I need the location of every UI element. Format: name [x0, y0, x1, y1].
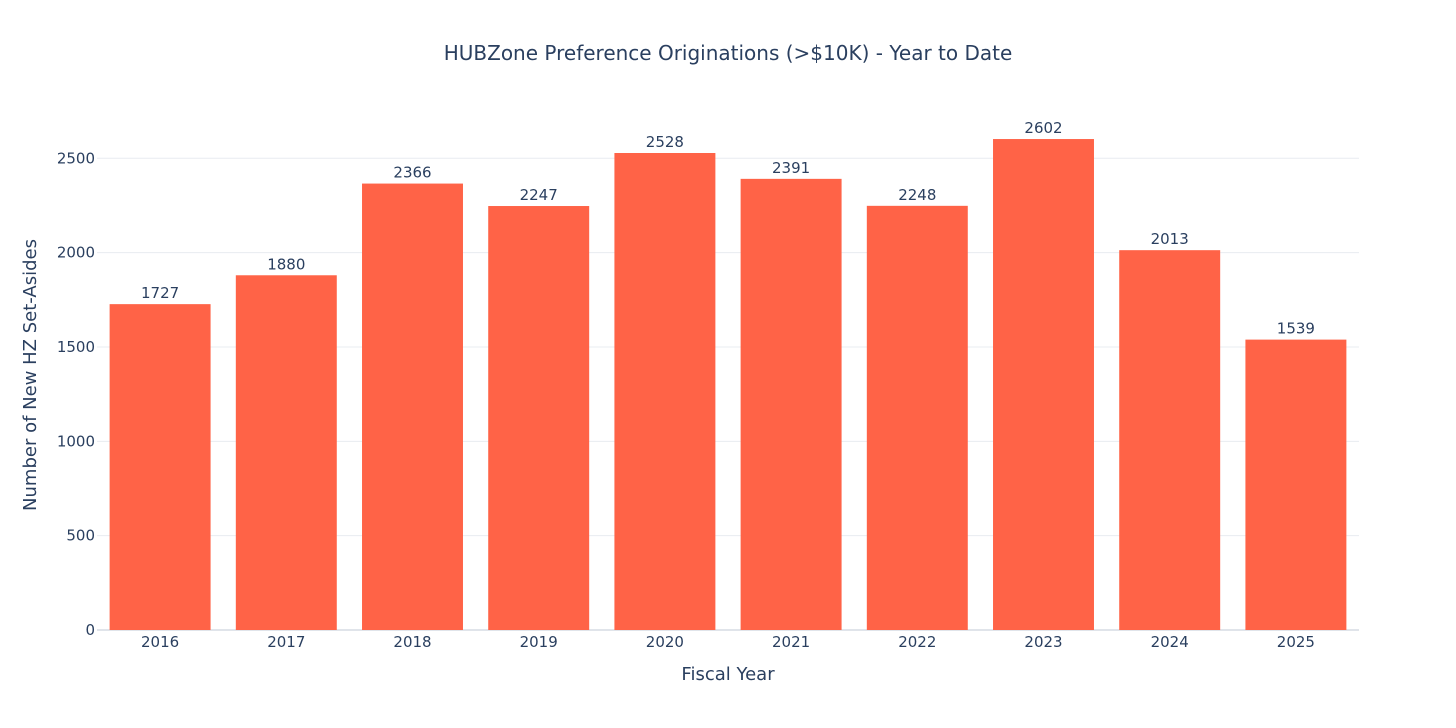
bar-2023	[993, 139, 1094, 630]
y-tick-label: 2500	[57, 149, 95, 167]
x-tick-label: 2024	[1151, 633, 1189, 651]
data-label-2020: 2528	[646, 133, 684, 151]
x-axis-ticks: 2016 2017 2018 2019 2020 2021 2022 2023 2024 2025	[141, 633, 1315, 651]
bar-2018	[362, 183, 463, 631]
bar-2022	[866, 205, 968, 631]
bar-2020	[614, 153, 716, 630]
bar-2017	[235, 275, 337, 630]
data-label-2024: 2013	[1151, 230, 1189, 248]
bars	[109, 139, 1347, 631]
bar-2024	[1119, 250, 1221, 631]
data-labels: 1727 1880 2366 2247 2528 2391 2248 2602 2013 1539	[141, 119, 1315, 338]
chart-title: HUBZone Preference Originations (>$10K) …	[444, 41, 1013, 65]
data-label-2017: 1880	[267, 255, 305, 273]
data-label-2018: 2366	[393, 164, 431, 182]
bar-2021	[740, 178, 842, 631]
y-axis-ticks: 0 500 1000 1500 2000 2500	[57, 149, 95, 639]
x-tick-label: 2025	[1277, 633, 1315, 651]
x-tick-label: 2020	[646, 633, 684, 651]
x-tick-label: 2019	[520, 633, 558, 651]
data-label-2022: 2248	[898, 186, 936, 204]
bar-2016	[109, 304, 211, 630]
x-tick-label: 2023	[1024, 633, 1062, 651]
x-tick-label: 2021	[772, 633, 810, 651]
data-label-2025: 1539	[1277, 320, 1315, 338]
x-tick-label: 2018	[393, 633, 431, 651]
y-tick-label: 1500	[57, 338, 95, 356]
bar-2019	[488, 206, 590, 630]
data-label-2023: 2602	[1024, 119, 1062, 137]
y-tick-label: 0	[85, 621, 95, 639]
data-label-2019: 2247	[520, 186, 558, 204]
data-label-2021: 2391	[772, 159, 810, 177]
y-tick-label: 2000	[57, 244, 95, 262]
y-axis-title: Number of New HZ Set-Asides	[20, 239, 41, 511]
x-tick-label: 2016	[141, 633, 179, 651]
x-axis-title: Fiscal Year	[681, 664, 775, 685]
x-tick-label: 2022	[898, 633, 936, 651]
data-label-2016: 1727	[141, 284, 179, 302]
y-tick-label: 500	[66, 527, 95, 545]
y-tick-label: 1000	[57, 432, 95, 450]
bar-2025	[1245, 339, 1347, 630]
x-tick-label: 2017	[267, 633, 305, 651]
